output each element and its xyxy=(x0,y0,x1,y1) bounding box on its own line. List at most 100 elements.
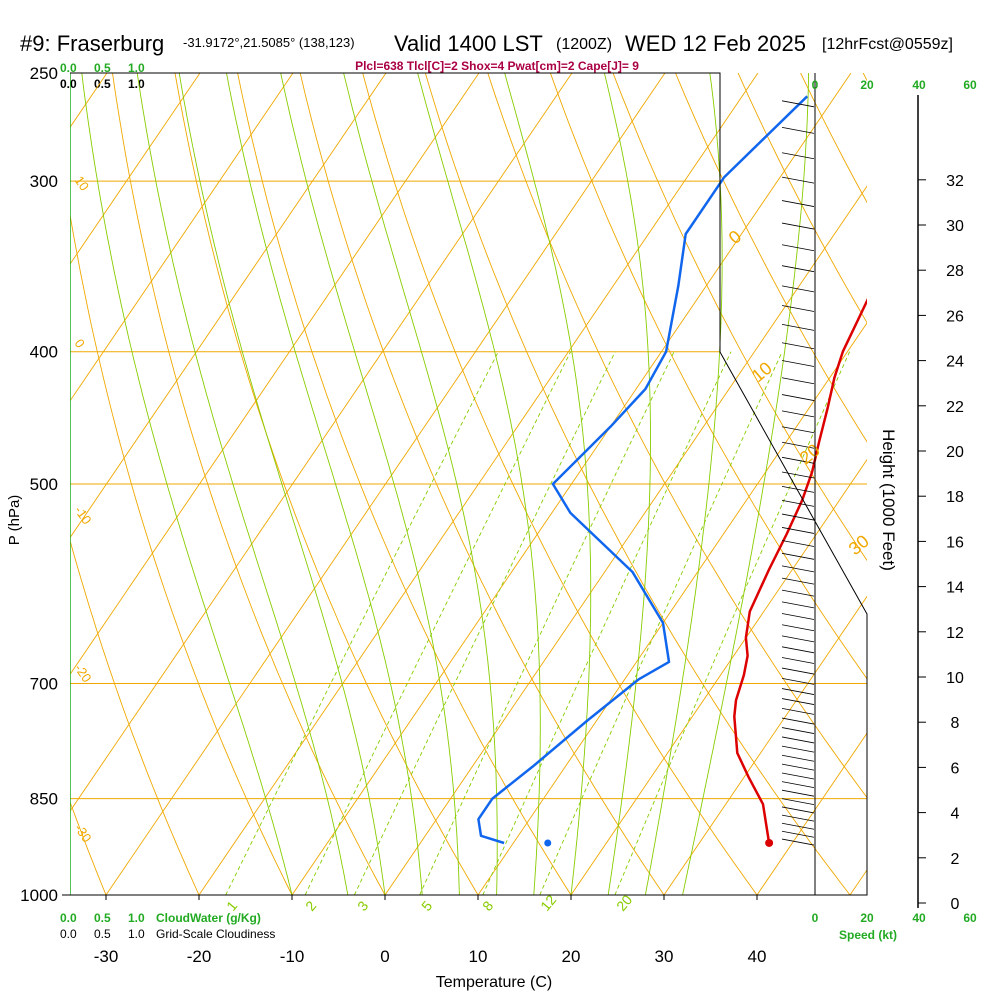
chart-title-zulu: (1200Z) xyxy=(556,36,612,53)
dry-adiabat-label: 30 xyxy=(845,531,873,559)
wind-barb xyxy=(781,342,815,350)
dry-adiabat-line xyxy=(70,800,107,895)
speed-top-0: 0 xyxy=(812,78,819,92)
dry-adiabat-line xyxy=(112,73,386,895)
dry-adiabat-line xyxy=(362,73,758,895)
isotherm-label: -20 xyxy=(72,661,95,685)
dry-adiabat-line xyxy=(675,73,867,443)
dry-adiabat-line xyxy=(424,73,851,895)
wind-barb xyxy=(781,589,815,597)
wind-barb xyxy=(781,394,815,401)
cloudiness-bottom-1: 1.0 xyxy=(128,927,145,941)
wind-barb xyxy=(781,176,815,184)
isotherm-line xyxy=(0,73,14,895)
height-tick-label: 20 xyxy=(946,444,964,461)
dry-adiabat-line xyxy=(926,73,1000,895)
wind-barb xyxy=(781,485,815,493)
temperature-axis: -30 -20 -10 0 10 20 30 40 xyxy=(94,895,767,966)
chart-title-date: WED 12 Feb 2025 xyxy=(625,31,806,56)
speed-bottom-60: 60 xyxy=(963,911,977,925)
mixing-ratio-label: 8 xyxy=(479,898,496,914)
wind-barb xyxy=(781,577,815,585)
temperature-trace xyxy=(733,298,867,844)
height-tick-label: 8 xyxy=(951,715,960,732)
speed-top-60: 60 xyxy=(963,78,977,92)
wind-barb xyxy=(781,798,815,806)
height-tick-label: 24 xyxy=(946,354,964,371)
moist-adiabat-line xyxy=(226,73,423,895)
height-tick-label: 4 xyxy=(951,806,960,823)
isotherm-line xyxy=(70,73,387,539)
wind-barb xyxy=(781,100,815,108)
wind-barb xyxy=(781,727,815,734)
dry-adiabat-line xyxy=(0,73,13,895)
isotherm-line xyxy=(198,73,759,895)
chart-title-station: #9: Fraserburg xyxy=(20,31,164,56)
moist-adiabat-line xyxy=(343,73,498,895)
pressure-tick-label: 300 xyxy=(30,172,58,191)
wind-barb xyxy=(781,285,815,293)
dewpoint-trace xyxy=(477,95,809,845)
moist-adiabat-lines xyxy=(81,73,810,895)
mixing-ratio-line xyxy=(419,351,675,895)
isotherm-line xyxy=(477,322,867,895)
temperature-tick-label: 40 xyxy=(748,947,767,966)
height-tick-label: 6 xyxy=(951,760,960,777)
cloudwater-scale-0: 0.0 xyxy=(60,61,77,75)
dry-adiabat-line xyxy=(299,73,665,895)
mixing-ratio-label: 3 xyxy=(354,898,371,914)
temperature-tick-label: 20 xyxy=(562,947,581,966)
isotherm-line xyxy=(70,73,294,402)
wind-barb xyxy=(781,657,815,664)
speed-label: Speed (kt) xyxy=(839,928,897,942)
dry-adiabat-line xyxy=(237,73,572,895)
height-tick-label: 32 xyxy=(946,173,964,190)
isotherm-line xyxy=(756,732,867,895)
x-axis-label: Temperature (C) xyxy=(436,974,552,991)
height-tick-label: 26 xyxy=(946,308,964,325)
pressure-tick-label: 400 xyxy=(30,343,58,362)
isotherm-line xyxy=(384,185,867,895)
wind-barb xyxy=(781,305,815,312)
wind-barb xyxy=(781,772,815,780)
chart-title-coords: -31.9172°,21.5085° (138,123) xyxy=(183,35,355,50)
pressure-tick-label: 500 xyxy=(30,475,58,494)
mixing-ratio-label: 5 xyxy=(418,898,435,914)
wind-barb xyxy=(781,565,815,573)
speed-scale: 0 20 40 60 0 20 40 60 Speed (kt) xyxy=(812,78,977,942)
dry-adiabat-line xyxy=(70,538,200,895)
pressure-tick-label: 850 xyxy=(30,790,58,809)
cloudiness-scale-05: 0.5 xyxy=(94,77,111,91)
moist-adiabat-line xyxy=(178,73,386,895)
height-tick-label: 30 xyxy=(946,218,964,235)
cloudiness-bottom-0: 0.0 xyxy=(60,927,77,941)
isotherm-line xyxy=(291,73,852,895)
wind-barb xyxy=(781,698,815,705)
cloudiness-label: Grid-Scale Cloudiness xyxy=(156,927,275,941)
cloudwater-label: CloudWater (g/Kg) xyxy=(156,911,261,925)
isotherm-line xyxy=(849,869,867,895)
height-tick-label: 12 xyxy=(946,625,964,642)
isotherm-label: 10 xyxy=(72,173,93,193)
wind-barb xyxy=(781,513,815,521)
cloudiness-scale-0: 0.0 xyxy=(60,77,77,91)
wind-barb xyxy=(781,830,815,838)
wind-barb xyxy=(781,244,815,252)
speed-top-20: 20 xyxy=(860,78,874,92)
isobar-lines xyxy=(70,73,867,895)
moist-adiabat-line xyxy=(136,73,349,895)
height-tick-label: 16 xyxy=(946,534,964,551)
dry-adiabat-label: 0 xyxy=(725,226,746,248)
speed-bottom-40: 40 xyxy=(912,911,926,925)
mixing-ratio-line xyxy=(304,351,572,895)
mixing-ratio-label: 2 xyxy=(302,898,319,914)
cloudwater-scale-1: 1.0 xyxy=(128,61,145,75)
wind-barb xyxy=(781,552,815,560)
isotherm-line xyxy=(70,73,480,676)
moist-adiabat-line xyxy=(682,73,810,895)
cloudwater-bottom-1: 1.0 xyxy=(128,911,145,925)
wind-barb xyxy=(781,441,815,449)
moist-adiabat-line xyxy=(81,73,293,895)
